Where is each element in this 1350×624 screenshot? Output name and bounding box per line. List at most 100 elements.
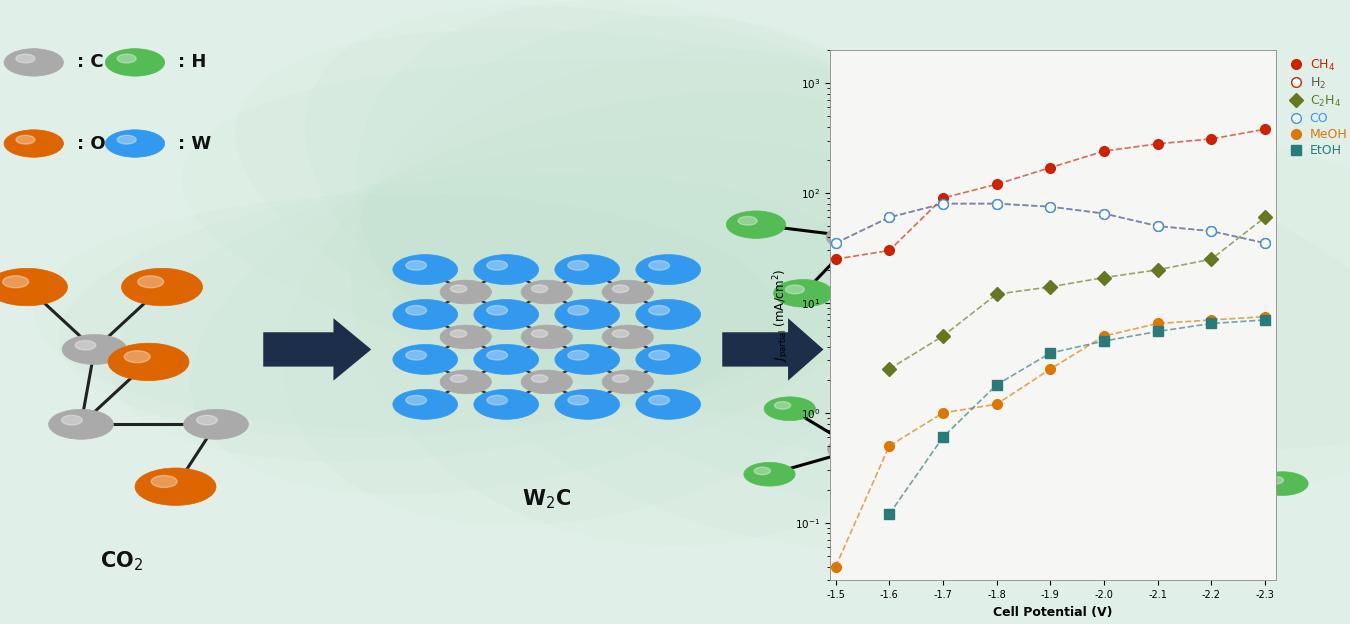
Circle shape (869, 494, 886, 501)
Circle shape (1183, 449, 1253, 481)
Circle shape (613, 285, 629, 293)
Circle shape (613, 330, 629, 338)
Circle shape (649, 351, 670, 360)
Text: CH$_4$: CH$_4$ (876, 363, 919, 386)
Circle shape (649, 396, 670, 405)
Circle shape (1116, 491, 1135, 500)
Circle shape (1268, 477, 1284, 484)
Circle shape (636, 255, 701, 285)
Circle shape (135, 468, 216, 505)
Circle shape (76, 341, 96, 350)
Circle shape (649, 261, 670, 270)
Circle shape (406, 306, 427, 315)
Legend: CH$_4$, H$_2$, C$_2$H$_4$, CO, MeOH, EtOH: CH$_4$, H$_2$, C$_2$H$_4$, CO, MeOH, EtO… (1291, 56, 1349, 158)
Circle shape (124, 351, 150, 363)
Circle shape (487, 396, 508, 405)
Circle shape (0, 268, 68, 306)
Circle shape (910, 402, 933, 412)
Circle shape (1104, 485, 1164, 513)
Circle shape (555, 300, 620, 329)
Circle shape (1014, 545, 1030, 553)
Circle shape (393, 344, 458, 374)
Circle shape (122, 268, 202, 306)
Text: CO$_2$: CO$_2$ (100, 550, 143, 573)
Polygon shape (722, 318, 824, 381)
Circle shape (393, 389, 458, 419)
Circle shape (786, 285, 805, 294)
Circle shape (406, 351, 427, 360)
Ellipse shape (182, 59, 1350, 452)
Circle shape (4, 49, 63, 76)
Circle shape (521, 280, 572, 304)
Circle shape (764, 397, 815, 421)
Circle shape (964, 447, 980, 455)
Circle shape (896, 396, 967, 428)
Circle shape (1196, 455, 1219, 466)
Circle shape (487, 306, 508, 315)
Ellipse shape (111, 137, 915, 462)
Circle shape (393, 255, 458, 285)
Ellipse shape (351, 16, 999, 546)
Circle shape (62, 334, 127, 364)
Circle shape (636, 344, 701, 374)
Circle shape (451, 330, 467, 338)
Ellipse shape (356, 0, 1102, 549)
Circle shape (840, 441, 859, 450)
Ellipse shape (284, 49, 958, 525)
Circle shape (105, 49, 165, 76)
Circle shape (151, 475, 177, 487)
Circle shape (726, 211, 786, 238)
Circle shape (1257, 472, 1308, 495)
Circle shape (1095, 431, 1146, 455)
Circle shape (451, 285, 467, 293)
Circle shape (775, 402, 791, 409)
Circle shape (873, 147, 954, 184)
Circle shape (953, 442, 1004, 466)
Circle shape (636, 389, 701, 419)
Circle shape (649, 306, 670, 315)
Circle shape (393, 300, 458, 329)
Ellipse shape (235, 29, 1350, 495)
Text: : H: : H (178, 54, 207, 71)
Text: : C: : C (77, 54, 104, 71)
Circle shape (774, 280, 833, 307)
Circle shape (568, 396, 589, 405)
Circle shape (859, 489, 910, 512)
Circle shape (555, 389, 620, 419)
Circle shape (902, 261, 961, 288)
Circle shape (838, 228, 859, 238)
Circle shape (474, 255, 539, 285)
Circle shape (474, 389, 539, 419)
Circle shape (474, 300, 539, 329)
Ellipse shape (58, 173, 860, 438)
Circle shape (184, 409, 248, 439)
Circle shape (532, 330, 548, 338)
Circle shape (62, 416, 82, 425)
Ellipse shape (190, 92, 944, 494)
Circle shape (941, 508, 957, 515)
Circle shape (636, 300, 701, 329)
Circle shape (1003, 540, 1054, 564)
Circle shape (738, 217, 757, 225)
Circle shape (532, 375, 548, 383)
Circle shape (1106, 436, 1122, 444)
Circle shape (568, 261, 589, 270)
Circle shape (602, 370, 653, 394)
Polygon shape (263, 318, 371, 381)
Circle shape (568, 351, 589, 360)
Circle shape (440, 370, 491, 394)
Circle shape (521, 325, 572, 349)
Circle shape (117, 54, 136, 63)
Ellipse shape (34, 193, 776, 431)
Circle shape (890, 154, 915, 166)
Circle shape (521, 370, 572, 394)
Circle shape (4, 130, 63, 157)
Circle shape (117, 135, 136, 144)
Circle shape (555, 255, 620, 285)
Circle shape (406, 396, 427, 405)
Circle shape (197, 416, 217, 425)
Circle shape (930, 503, 981, 527)
Circle shape (108, 343, 189, 381)
Circle shape (440, 280, 491, 304)
Circle shape (826, 223, 888, 251)
